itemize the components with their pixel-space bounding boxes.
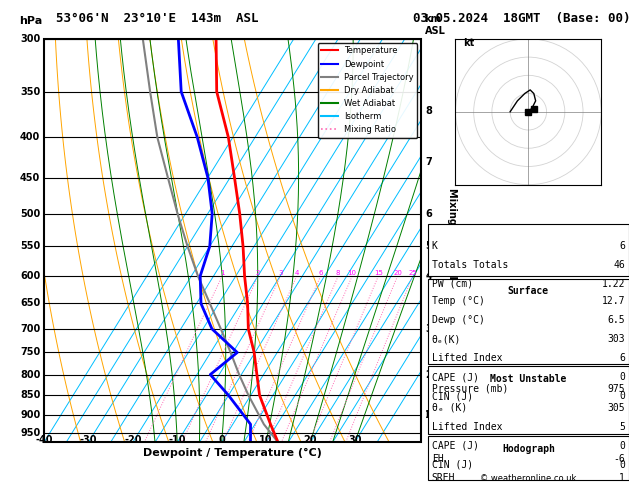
- Text: 4: 4: [425, 271, 432, 281]
- Text: Dewp (°C): Dewp (°C): [431, 315, 484, 326]
- Text: 650: 650: [20, 298, 40, 309]
- Text: 5: 5: [619, 422, 625, 432]
- Text: -10: -10: [169, 435, 186, 445]
- Bar: [428, 279, 629, 364]
- Text: Temp (°C): Temp (°C): [431, 296, 484, 307]
- Text: Lifted Index: Lifted Index: [431, 422, 502, 432]
- Bar: [428, 366, 629, 434]
- Text: 950: 950: [20, 428, 40, 438]
- X-axis label: Dewpoint / Temperature (°C): Dewpoint / Temperature (°C): [143, 448, 322, 458]
- Text: Hodograph: Hodograph: [502, 444, 555, 454]
- Text: Most Unstable: Most Unstable: [490, 374, 567, 384]
- Text: CAPE (J): CAPE (J): [431, 372, 479, 382]
- Text: 303: 303: [608, 334, 625, 345]
- Text: 6.5: 6.5: [608, 315, 625, 326]
- Text: Lifted Index: Lifted Index: [431, 353, 502, 364]
- Text: -6: -6: [613, 454, 625, 464]
- Text: 1: 1: [220, 270, 225, 276]
- Text: 0: 0: [619, 441, 625, 451]
- Text: 600: 600: [20, 271, 40, 281]
- Text: 20: 20: [393, 270, 402, 276]
- Text: 550: 550: [20, 242, 40, 251]
- Text: -30: -30: [80, 435, 97, 445]
- Text: 25: 25: [408, 270, 417, 276]
- Text: LCL: LCL: [425, 410, 442, 419]
- Text: CIN (J): CIN (J): [431, 391, 473, 401]
- Text: θₑ (K): θₑ (K): [431, 403, 467, 413]
- Text: 6: 6: [425, 208, 432, 219]
- Text: θₑ(K): θₑ(K): [431, 334, 461, 345]
- Text: CAPE (J): CAPE (J): [431, 441, 479, 451]
- Text: 0: 0: [218, 435, 225, 445]
- Text: ASL: ASL: [425, 26, 445, 36]
- Text: 975: 975: [608, 384, 625, 394]
- Text: 10: 10: [348, 270, 357, 276]
- Text: 3: 3: [278, 270, 282, 276]
- Text: kt: kt: [463, 38, 474, 48]
- Text: 750: 750: [20, 347, 40, 358]
- Text: 305: 305: [608, 403, 625, 413]
- Text: 0: 0: [619, 391, 625, 401]
- Text: 850: 850: [20, 390, 40, 400]
- Text: 400: 400: [20, 132, 40, 142]
- Text: 53°06'N  23°10'E  143m  ASL: 53°06'N 23°10'E 143m ASL: [56, 12, 259, 25]
- Text: 800: 800: [20, 369, 40, 380]
- Text: km: km: [425, 14, 441, 24]
- Text: Totals Totals: Totals Totals: [431, 260, 508, 270]
- Text: hPa: hPa: [19, 17, 42, 26]
- Text: -40: -40: [35, 435, 53, 445]
- Text: 450: 450: [20, 173, 40, 183]
- Text: 500: 500: [20, 208, 40, 219]
- Text: 4: 4: [294, 270, 299, 276]
- Text: 5: 5: [425, 242, 432, 251]
- Bar: [428, 224, 629, 276]
- Text: 1: 1: [425, 410, 432, 420]
- Text: 20: 20: [304, 435, 317, 445]
- Text: 10: 10: [259, 435, 273, 445]
- Text: 7: 7: [425, 157, 432, 167]
- Text: 0: 0: [619, 460, 625, 470]
- Text: 2: 2: [425, 369, 432, 380]
- Text: 30: 30: [348, 435, 362, 445]
- Text: K: K: [431, 241, 438, 251]
- Text: 3: 3: [425, 324, 432, 334]
- Text: 8: 8: [425, 105, 432, 116]
- Text: Pressure (mb): Pressure (mb): [431, 384, 508, 394]
- Text: 1: 1: [619, 473, 625, 483]
- Text: Surface: Surface: [508, 286, 549, 296]
- Text: PW (cm): PW (cm): [431, 279, 473, 289]
- Text: 350: 350: [20, 87, 40, 97]
- Text: EH: EH: [431, 454, 443, 464]
- Text: 8: 8: [336, 270, 340, 276]
- Text: 6: 6: [619, 353, 625, 364]
- Text: SREH: SREH: [431, 473, 455, 483]
- Text: 15: 15: [374, 270, 383, 276]
- Text: -20: -20: [124, 435, 142, 445]
- Text: CIN (J): CIN (J): [431, 460, 473, 470]
- Text: 0: 0: [619, 372, 625, 382]
- Text: 46: 46: [613, 260, 625, 270]
- Bar: [428, 436, 629, 480]
- Text: 1.22: 1.22: [601, 279, 625, 289]
- Legend: Temperature, Dewpoint, Parcel Trajectory, Dry Adiabat, Wet Adiabat, Isotherm, Mi: Temperature, Dewpoint, Parcel Trajectory…: [318, 43, 417, 138]
- Text: 12.7: 12.7: [601, 296, 625, 307]
- Text: 700: 700: [20, 324, 40, 334]
- Text: Mixing Ratio (g/kg): Mixing Ratio (g/kg): [447, 188, 457, 294]
- Text: 900: 900: [20, 410, 40, 420]
- Text: © weatheronline.co.uk: © weatheronline.co.uk: [480, 474, 577, 483]
- Text: 03.05.2024  18GMT  (Base: 00): 03.05.2024 18GMT (Base: 00): [413, 12, 629, 25]
- Text: 2: 2: [256, 270, 260, 276]
- Text: 300: 300: [20, 34, 40, 44]
- Text: 6: 6: [619, 241, 625, 251]
- Text: 6: 6: [318, 270, 323, 276]
